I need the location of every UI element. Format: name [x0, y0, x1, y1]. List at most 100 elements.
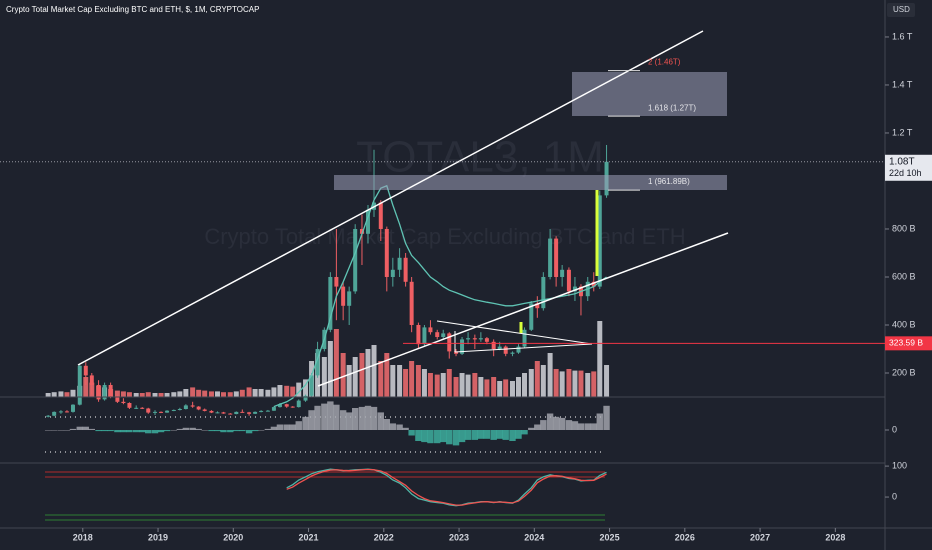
momentum-bar — [151, 430, 159, 434]
countdown: 22d 10h — [889, 168, 922, 178]
candle-body — [89, 375, 94, 385]
momentum-bar — [415, 430, 422, 441]
candle-body — [309, 375, 314, 396]
candle-body — [58, 411, 63, 413]
x-tick-label: 2028 — [825, 532, 845, 542]
volume-bar — [145, 392, 151, 397]
volume-bar — [171, 392, 177, 397]
volume-bar — [83, 377, 89, 397]
momentum-bar — [496, 430, 503, 439]
candle-body — [597, 195, 602, 287]
momentum-bar — [76, 426, 83, 430]
momentum-bar — [464, 430, 472, 440]
candle-body — [384, 228, 389, 277]
candle-body — [190, 405, 195, 407]
candle-body — [378, 202, 383, 229]
momentum-bar — [126, 430, 133, 433]
volume-bar — [597, 321, 603, 397]
momentum-bar — [264, 428, 272, 430]
volume-bar — [459, 373, 465, 397]
y-tick-label: 200 B — [892, 367, 916, 377]
candle-body — [265, 410, 270, 412]
target-box — [572, 72, 727, 116]
momentum-bar — [276, 424, 284, 430]
momentum-bar — [257, 430, 265, 431]
momentum-bar — [189, 427, 196, 430]
volume-bar — [352, 357, 358, 397]
momentum-bar — [584, 423, 591, 430]
volume-bar — [296, 382, 302, 397]
candle-body — [209, 410, 214, 413]
oscillator-d — [286, 468, 607, 506]
candle-body — [554, 238, 559, 277]
watermark: TOTAL3, 1M — [356, 133, 604, 182]
candle-body — [253, 411, 258, 414]
y-tick-label: 800 B — [892, 223, 916, 233]
volume-bar — [522, 373, 528, 397]
candle-body — [484, 338, 489, 342]
candle-body — [202, 409, 207, 411]
momentum-bar — [521, 430, 528, 435]
momentum-bar — [502, 430, 509, 440]
momentum-bar — [195, 428, 202, 430]
momentum-bar — [214, 430, 221, 432]
momentum-bar — [571, 421, 579, 430]
currency[interactable]: USD — [893, 5, 910, 14]
momentum-bar — [515, 430, 522, 439]
momentum-bar — [408, 430, 415, 436]
volume-bar — [566, 369, 572, 397]
momentum-bar — [389, 423, 397, 430]
volume-bar — [265, 389, 271, 397]
candle-body — [403, 257, 408, 282]
candle-body — [522, 329, 527, 347]
volume-bar — [208, 391, 214, 397]
volume-bar — [503, 379, 509, 397]
candle-body — [177, 409, 182, 411]
momentum-bar — [283, 424, 290, 430]
candle-body — [441, 333, 446, 337]
volume-bar — [321, 357, 327, 397]
candle-body — [541, 276, 546, 309]
volume-bar — [333, 329, 339, 397]
candle-body — [108, 384, 113, 397]
momentum-bar — [552, 416, 560, 430]
momentum-bar — [603, 405, 610, 430]
volume-bar — [220, 392, 226, 397]
zone-box — [334, 175, 727, 190]
x-tick-label: 2026 — [675, 532, 695, 542]
momentum-tick-label: 0 — [892, 424, 897, 434]
volume-bar — [453, 377, 459, 397]
volume-bar — [290, 386, 296, 397]
candle-body — [83, 365, 88, 376]
candle-body — [435, 332, 440, 337]
candle-body — [46, 415, 51, 417]
momentum-bar — [145, 430, 152, 434]
currency-box[interactable] — [887, 3, 915, 17]
candle-body — [548, 238, 553, 277]
momentum-bar — [157, 430, 165, 433]
candle-body — [140, 407, 145, 409]
volume-bar — [547, 353, 553, 397]
volume-bar — [246, 387, 252, 397]
candle-body — [234, 411, 239, 415]
candle-body — [535, 303, 540, 309]
momentum-bar — [308, 410, 315, 430]
candle-body — [102, 384, 107, 400]
volume-bar — [139, 393, 145, 397]
volume-bar — [196, 389, 202, 397]
volume-bar — [114, 390, 120, 397]
volume-bar — [327, 341, 333, 397]
volume-bar — [553, 369, 559, 397]
candle-body — [497, 346, 502, 349]
volume-bar — [202, 390, 208, 397]
candle-body — [359, 228, 364, 234]
volume-bar — [126, 392, 132, 397]
momentum-bar — [57, 430, 65, 431]
momentum-bar — [490, 430, 497, 440]
momentum-bar — [383, 419, 391, 430]
momentum-bar — [107, 430, 114, 432]
candle-body — [277, 404, 282, 408]
y-tick-label: 600 B — [892, 271, 916, 281]
candle-body — [171, 409, 176, 411]
